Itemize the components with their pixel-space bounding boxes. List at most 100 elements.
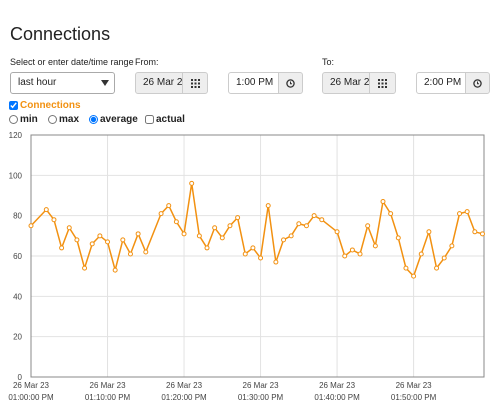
data-point	[51, 217, 57, 223]
series-checkbox[interactable]	[9, 101, 18, 110]
data-point	[395, 235, 401, 241]
x-tick-label: 01:30:00 PM	[238, 393, 284, 402]
y-tick-label: 120	[9, 131, 23, 140]
x-tick-label: 01:00:00 PM	[8, 393, 54, 402]
x-tick-label: 01:10:00 PM	[85, 393, 131, 402]
data-point	[449, 243, 455, 249]
grid-icon	[378, 78, 387, 88]
data-point	[43, 207, 49, 213]
x-tick-label: 01:20:00 PM	[161, 393, 207, 402]
x-tick-label: 26 Mar 23	[166, 381, 203, 390]
data-point	[426, 229, 432, 235]
data-point	[281, 237, 287, 243]
x-tick-label: 26 Mar 23	[319, 381, 356, 390]
data-point	[74, 237, 80, 243]
to-time-button[interactable]	[465, 72, 490, 94]
data-point	[135, 231, 141, 237]
x-tick-label: 26 Mar 23	[13, 381, 50, 390]
data-point	[227, 223, 233, 229]
data-point	[434, 265, 440, 271]
x-tick-label: 01:50:00 PM	[391, 393, 437, 402]
from-label: From:	[135, 57, 159, 67]
plot-border	[30, 134, 485, 378]
data-point	[212, 225, 218, 231]
data-point	[380, 199, 386, 205]
from-date-input[interactable]: 26 Mar 23	[135, 72, 183, 94]
data-point	[66, 225, 72, 231]
legend-label: Connections	[20, 100, 81, 111]
to-time-input[interactable]: 2:00 PM	[416, 72, 466, 94]
actual-option[interactable]: actual	[145, 114, 185, 125]
data-point	[288, 233, 294, 239]
to-date-input[interactable]: 26 Mar 23	[322, 72, 370, 94]
data-point	[120, 237, 126, 243]
data-point	[319, 217, 325, 223]
clock-icon	[286, 78, 295, 88]
y-tick-label: 40	[13, 292, 22, 301]
data-point	[235, 215, 241, 221]
x-tick-label: 26 Mar 23	[243, 381, 280, 390]
series-line	[30, 183, 483, 278]
mode-label: max	[59, 114, 80, 125]
data-point	[441, 255, 447, 261]
data-point	[388, 211, 394, 217]
to-date: 26 Mar 23	[330, 77, 370, 88]
data-point	[59, 245, 65, 251]
actual-label: actual	[156, 114, 185, 125]
range-select[interactable]: last hour	[10, 72, 115, 94]
data-point	[464, 209, 470, 215]
mode-option[interactable]: average	[89, 114, 138, 125]
data-point	[196, 233, 202, 239]
data-point	[258, 255, 264, 261]
actual-checkbox[interactable]	[145, 115, 154, 124]
data-point	[265, 203, 271, 209]
mode-label: average	[100, 114, 138, 125]
dropdown-arrow	[101, 80, 109, 86]
data-point	[242, 251, 248, 257]
data-point	[273, 259, 279, 265]
page-title: Connections	[10, 24, 111, 44]
data-point	[250, 245, 256, 251]
series-toggle[interactable]: Connections	[9, 100, 81, 111]
data-point	[105, 239, 111, 245]
y-tick-label: 20	[13, 333, 22, 342]
mode-option[interactable]: min	[9, 114, 38, 125]
y-tick-label: 60	[13, 252, 22, 261]
from-time-button[interactable]	[278, 72, 303, 94]
y-tick-label: 100	[9, 171, 23, 180]
mode-radio[interactable]	[89, 115, 98, 124]
data-point	[143, 249, 149, 255]
data-point	[457, 211, 463, 217]
y-tick-label: 80	[13, 212, 22, 221]
chart: 0 20 40 60 80 100 120 26 Mar 23 01:00:00 PM 26 Ma…	[8, 131, 485, 402]
data-point	[311, 213, 317, 219]
data-point	[349, 247, 355, 253]
mode-radio[interactable]	[48, 115, 57, 124]
data-point	[173, 219, 179, 225]
to-time: 2:00 PM	[424, 77, 462, 88]
data-point	[357, 251, 363, 257]
y-tick-label: 0	[18, 373, 23, 382]
mode-radio[interactable]	[9, 115, 18, 124]
data-point	[181, 231, 187, 237]
data-point	[158, 211, 164, 217]
to-label: To:	[322, 57, 335, 67]
x-tick-label: 26 Mar 23	[90, 381, 127, 390]
data-point	[403, 265, 409, 271]
data-point	[204, 245, 210, 251]
data-point	[28, 223, 34, 229]
from-date-button[interactable]	[182, 72, 208, 94]
data-point	[372, 243, 378, 249]
from-time-input[interactable]: 1:00 PM	[228, 72, 279, 94]
to-date-button[interactable]	[369, 72, 396, 94]
from-time: 1:00 PM	[236, 77, 274, 88]
data-point	[219, 235, 225, 241]
data-point	[127, 251, 133, 257]
from-date: 26 Mar 23	[143, 77, 183, 88]
mode-option[interactable]: max	[48, 114, 79, 125]
data-point	[411, 273, 417, 279]
clock-icon	[473, 78, 482, 88]
grid-icon	[190, 78, 200, 88]
data-point	[296, 221, 302, 227]
